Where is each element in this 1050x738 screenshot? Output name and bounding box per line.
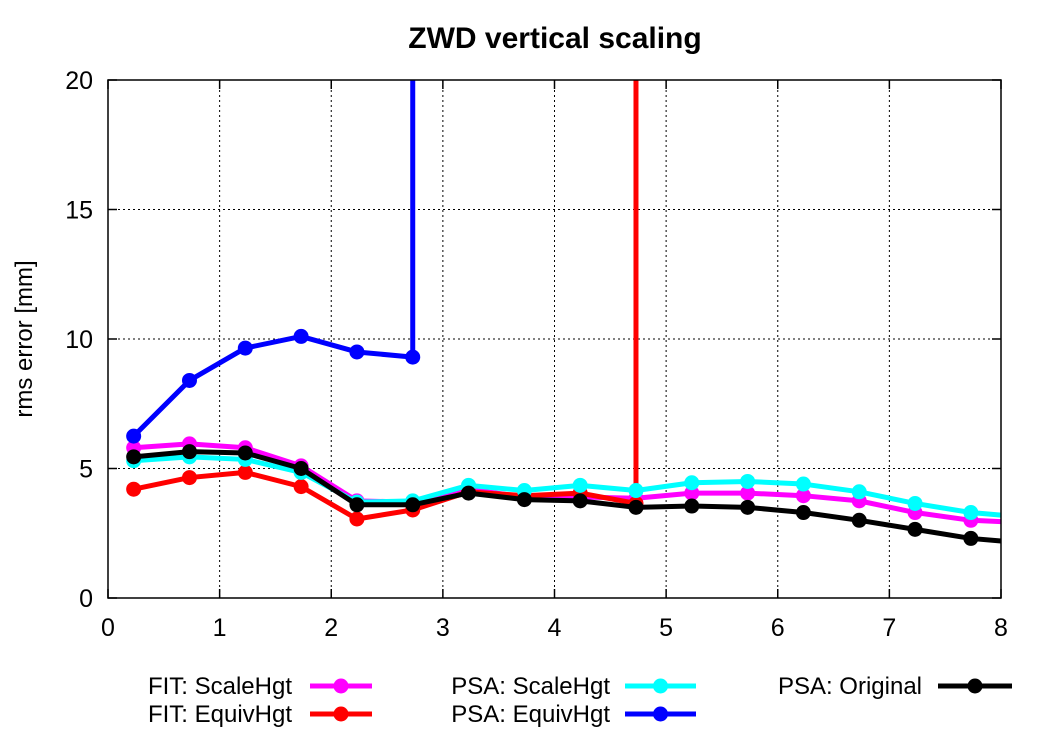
data-point: [572, 477, 588, 493]
legend-item: PSA: ScaleHgt: [451, 673, 696, 700]
y-tick-label: 0: [79, 585, 93, 613]
data-point: [349, 497, 365, 513]
legend-item: PSA: Original: [778, 673, 1012, 700]
x-tick-label: 2: [324, 614, 338, 642]
data-point: [740, 485, 756, 501]
data-point: [181, 470, 197, 486]
series-psa-original: [126, 444, 1002, 546]
x-tick-label: 0: [101, 614, 115, 642]
legend-label: PSA: EquivHgt: [451, 701, 610, 728]
data-point: [740, 499, 756, 515]
y-tick-labels: 0 5 10 15 20: [65, 67, 93, 613]
y-tick-label: 15: [65, 197, 93, 225]
x-tick-label: 3: [436, 614, 450, 642]
series-group: [126, 80, 1002, 546]
data-point: [628, 499, 644, 515]
data-point: [237, 445, 253, 461]
x-tick-label: 4: [548, 614, 562, 642]
legend-label: FIT: EquivHgt: [148, 701, 292, 728]
data-point: [684, 475, 700, 491]
data-point: [795, 488, 811, 504]
data-point: [572, 493, 588, 509]
data-point: [126, 449, 142, 465]
data-point: [907, 495, 923, 511]
data-point: [349, 344, 365, 360]
y-tick-label: 20: [65, 67, 93, 95]
data-point: [461, 485, 477, 501]
x-tick-label: 6: [771, 614, 785, 642]
x-tick-labels: 0 1 2 3 4 5 6 7 8: [101, 614, 1008, 642]
data-point: [126, 481, 142, 497]
data-point: [963, 505, 979, 521]
data-point: [293, 461, 309, 476]
chart-title: ZWD vertical scaling: [408, 22, 701, 55]
series-line: [133, 454, 1002, 518]
series-psa-scalehgt: [126, 449, 1002, 521]
legend-label: FIT: ScaleHgt: [148, 673, 292, 700]
data-point: [963, 530, 979, 546]
data-point: [293, 479, 309, 495]
legend-marker: [333, 706, 349, 722]
legend-label: PSA: Original: [778, 673, 922, 700]
legend-label: PSA: ScaleHgt: [451, 673, 610, 700]
x-tick-label: 7: [882, 614, 896, 642]
plot-frame: [107, 79, 1002, 599]
data-point: [181, 372, 197, 388]
data-point: [405, 497, 421, 513]
data-point: [795, 505, 811, 521]
series-line: [131, 333, 413, 438]
data-point: [628, 483, 644, 499]
legend-item: FIT: EquivHgt: [148, 701, 372, 728]
data-point: [684, 485, 700, 501]
x-tick-label: 5: [659, 614, 673, 642]
x-tick-label: 1: [213, 614, 227, 642]
legend-marker: [653, 706, 668, 722]
series-line: [133, 469, 637, 522]
data-point: [237, 340, 253, 356]
y-tick-label: 5: [79, 456, 93, 484]
series-fit-scalehgt: [126, 436, 1002, 528]
data-point: [181, 444, 197, 460]
data-point: [405, 349, 421, 365]
y-tick-label: 10: [65, 326, 93, 354]
legend-item: FIT: ScaleHgt: [148, 673, 372, 700]
data-point: [851, 512, 867, 528]
data-point: [126, 428, 142, 444]
data-point: [740, 473, 756, 489]
series-psa-equivhgt: [126, 80, 421, 444]
legend-marker: [967, 678, 983, 694]
data-point: [237, 464, 253, 480]
legend-item: PSA: EquivHgt: [451, 701, 696, 728]
x-tick-label: 8: [994, 614, 1008, 642]
data-point: [516, 492, 532, 508]
data-point: [851, 484, 867, 500]
data-point: [293, 328, 309, 344]
data-point: [795, 476, 811, 492]
data-point: [684, 498, 700, 514]
data-point: [349, 511, 365, 527]
legend-marker: [333, 678, 349, 694]
data-point: [907, 521, 923, 537]
y-axis-label: rms error [mm]: [11, 260, 38, 417]
legend-marker: [653, 678, 668, 694]
